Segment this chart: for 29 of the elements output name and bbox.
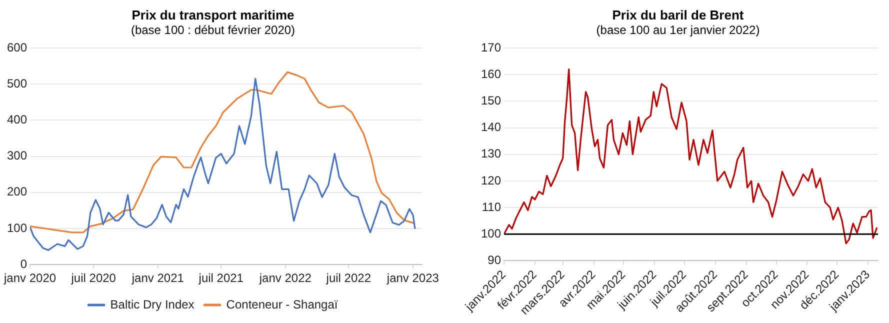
y-tick-label: 150 [480,93,502,108]
y-tick-label: 120 [480,173,502,188]
y-tick-label: 110 [482,200,502,214]
x-tick-label: janv 2020 [3,271,56,286]
legend-label: Conteneur - Shangaï [226,297,338,312]
y-tick-label: 500 [6,76,28,90]
y-tick-label: 300 [6,148,28,163]
y-tick-label: 200 [6,184,28,199]
x-tick-label: juil 2021 [198,271,244,286]
y-tick-label: 90 [488,253,502,268]
chart-title: Prix du baril de Brent [612,7,744,22]
y-tick-label: 400 [6,112,28,127]
x-tick-label: juil 2020 [70,271,116,286]
legend-label: Baltic Dry Index [110,297,194,312]
y-tick-label: 600 [6,40,28,54]
chart-subtitle: (base 100 : début février 2020) [130,23,296,38]
chart-title: Prix du transport maritime [132,7,294,22]
y-tick-label: 100 [6,220,28,235]
y-tick-label: 100 [480,226,502,240]
x-tick-label: janv 2023 [386,271,440,286]
y-tick-label: 0 [20,256,28,271]
x-tick-label: juil 2022 [325,271,372,286]
x-tick-label: janv 2021 [130,271,184,286]
y-tick-label: 170 [480,40,502,54]
x-tick-label: janv 2022 [258,271,312,286]
y-tick-label: 130 [480,146,502,161]
y-tick-label: 160 [480,66,502,81]
chart-subtitle: (base 100 au 1er janvier 2022) [596,23,760,38]
y-tick-label: 140 [480,120,502,134]
